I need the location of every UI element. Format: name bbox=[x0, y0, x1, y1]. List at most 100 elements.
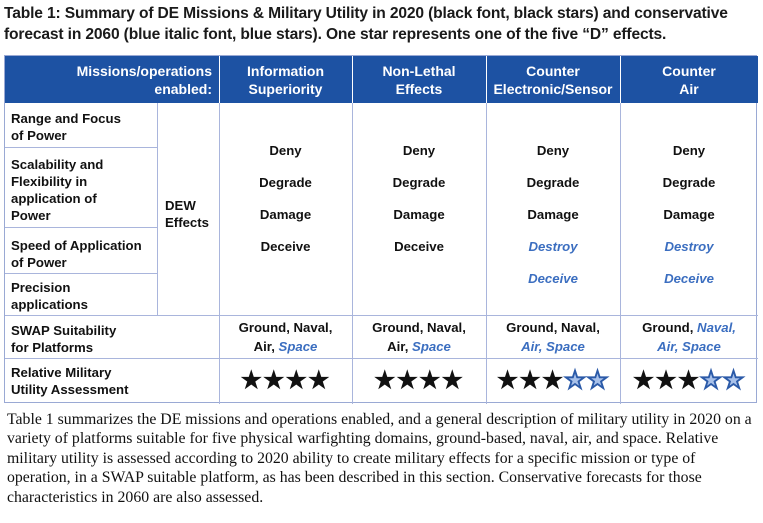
effects-list-non-lethal: Deny Degrade Damage Deceive bbox=[352, 142, 486, 270]
star-icon-2020: ★ bbox=[373, 367, 397, 394]
corner-header-line2: enabled: bbox=[154, 80, 212, 97]
platform-text: Air, Space bbox=[521, 339, 585, 354]
effect-item: Damage bbox=[527, 207, 579, 222]
star-icon-2020: ★ bbox=[519, 367, 542, 394]
summary-paragraph: Table 1 summarizes the DE missions and o… bbox=[7, 411, 752, 506]
effect-item: Degrade bbox=[526, 175, 580, 190]
star-icon-2020: ★ bbox=[541, 367, 565, 394]
swap-cell-counter-air: Ground, Naval, Air, Space bbox=[620, 319, 758, 357]
corner-header: Missions/operations enabled: bbox=[5, 56, 219, 103]
corner-header-line1: Missions/operations bbox=[76, 62, 212, 79]
column-header-line2: Air bbox=[679, 80, 699, 97]
effect-item: Degrade bbox=[662, 175, 716, 190]
swap-line: Air, Space bbox=[620, 338, 758, 357]
effects-list-counter-air: Deny Degrade Damage Destroy Deceive bbox=[620, 142, 758, 302]
platform-text: Air, Space bbox=[657, 339, 721, 354]
effect-item: Destroy bbox=[528, 239, 578, 254]
effect-item: Degrade bbox=[259, 175, 312, 190]
column-header-line2: Effects bbox=[395, 80, 443, 97]
row-label-line: Utility Assessment bbox=[11, 382, 129, 397]
dew-effects-label: DEW Effects bbox=[165, 197, 219, 231]
swap-cell-non-lethal: Ground, Naval, Air, Space bbox=[352, 319, 486, 357]
star-icon-2060-forecast: ★ bbox=[586, 367, 610, 394]
star-icon-2060-forecast: ★ bbox=[722, 367, 746, 394]
row-label-line: SWAP Suitability bbox=[11, 323, 117, 338]
column-header-line2: Electronic/Sensor bbox=[493, 80, 613, 97]
swap-line: Air, Space bbox=[486, 338, 620, 357]
star-icon-2020: ★ bbox=[632, 367, 656, 394]
platform-text: Naval, bbox=[697, 320, 736, 335]
effect-item: Deceive bbox=[260, 239, 311, 254]
star-icon-2020: ★ bbox=[496, 367, 520, 394]
star-icon-2020: ★ bbox=[677, 367, 701, 394]
row-label-line: for Platforms bbox=[11, 340, 94, 355]
platform-text: Air, bbox=[253, 339, 279, 354]
row-label-line: of Power bbox=[11, 255, 67, 270]
platform-text: Space bbox=[412, 339, 451, 354]
star-icon-2020: ★ bbox=[262, 367, 286, 394]
utility-stars-counter-electronic: ★★★★★ bbox=[486, 367, 620, 394]
column-header-counter-air: Counter Air bbox=[620, 56, 758, 103]
star-icon-2020: ★ bbox=[285, 367, 309, 394]
platform-text: Space bbox=[278, 339, 318, 354]
platform-text: Ground, Naval, bbox=[238, 320, 333, 335]
row-label-line: Power bbox=[11, 208, 51, 223]
swap-line: Ground, Naval, bbox=[219, 319, 352, 338]
effect-item: Damage bbox=[393, 207, 445, 222]
effect-item: Damage bbox=[663, 207, 715, 222]
swap-line: Air, Space bbox=[352, 338, 486, 357]
platform-text: Ground, Naval, bbox=[506, 320, 600, 335]
effect-item: Damage bbox=[259, 207, 312, 222]
utility-stars-information-superiority: ★★★★ bbox=[219, 368, 352, 394]
row-label-swap: SWAP Suitability for Platforms bbox=[11, 322, 157, 356]
star-icon-2020: ★ bbox=[240, 367, 263, 394]
platform-text: Air, bbox=[387, 339, 413, 354]
row-label-line: applications bbox=[11, 297, 88, 312]
row-label-scalability: Scalability and Flexibility in applicati… bbox=[11, 156, 157, 224]
effect-item: Destroy bbox=[664, 239, 714, 254]
effect-item: Degrade bbox=[392, 175, 446, 190]
effects-list-counter-electronic: Deny Degrade Damage Destroy Deceive bbox=[486, 142, 620, 302]
column-header-non-lethal-effects: Non-Lethal Effects bbox=[352, 56, 486, 103]
utility-stars-counter-air: ★★★★★ bbox=[620, 367, 758, 394]
star-icon-2020: ★ bbox=[308, 367, 331, 394]
swap-line: Ground, Naval, bbox=[486, 319, 620, 338]
swap-line: Ground, Naval, bbox=[620, 319, 758, 338]
row-label-speed: Speed of Application of Power bbox=[11, 237, 157, 271]
row-label-line: Scalability and bbox=[11, 157, 104, 172]
row-label-utility: Relative Military Utility Assessment bbox=[11, 364, 157, 398]
swap-line: Ground, Naval, bbox=[352, 319, 486, 338]
row-label-precision: Precision applications bbox=[11, 279, 157, 313]
swap-cell-information-superiority: Ground, Naval, Air, Space bbox=[219, 319, 352, 357]
row-label-line: Relative Military bbox=[11, 365, 112, 380]
effect-item: Deceive bbox=[394, 239, 444, 254]
star-icon-2020: ★ bbox=[655, 367, 678, 394]
column-header-information-superiority: Information Superiority bbox=[219, 56, 352, 103]
star-icon-2060-forecast: ★ bbox=[700, 367, 723, 394]
effect-item: Deny bbox=[269, 143, 302, 158]
row-label-line: Range and Focus bbox=[11, 111, 121, 126]
swap-cell-counter-electronic: Ground, Naval, Air, Space bbox=[486, 319, 620, 357]
row-label-line: Precision bbox=[11, 280, 71, 295]
column-header-line1: Information bbox=[247, 62, 324, 79]
platform-text: Ground, bbox=[642, 320, 698, 335]
dew-label-line: DEW bbox=[165, 198, 196, 213]
row-label-range-focus: Range and Focus of Power bbox=[11, 110, 157, 144]
dew-label-line: Effects bbox=[165, 215, 209, 230]
table-caption: Table 1: Summary of DE Missions & Milita… bbox=[4, 5, 728, 43]
column-header-line1: Counter bbox=[662, 62, 716, 79]
column-header-counter-electronic-sensor: Counter Electronic/Sensor bbox=[486, 56, 620, 103]
row-label-line: application of bbox=[11, 191, 97, 206]
row-label-line: of Power bbox=[11, 128, 67, 143]
star-icon-2020: ★ bbox=[419, 367, 442, 394]
effect-item: Deny bbox=[402, 143, 436, 158]
effects-list-information-superiority: Deny Degrade Damage Deceive bbox=[219, 142, 352, 270]
effect-item: Deceive bbox=[528, 271, 578, 286]
column-header-line1: Counter bbox=[526, 62, 580, 79]
effect-item: Deceive bbox=[664, 271, 714, 286]
swap-line: Air, Space bbox=[219, 338, 352, 357]
column-header-line1: Non-Lethal bbox=[382, 62, 456, 79]
star-icon-2060-forecast: ★ bbox=[564, 367, 587, 394]
star-icon-2020: ★ bbox=[396, 367, 419, 394]
row-label-line: Flexibility in bbox=[11, 174, 88, 189]
